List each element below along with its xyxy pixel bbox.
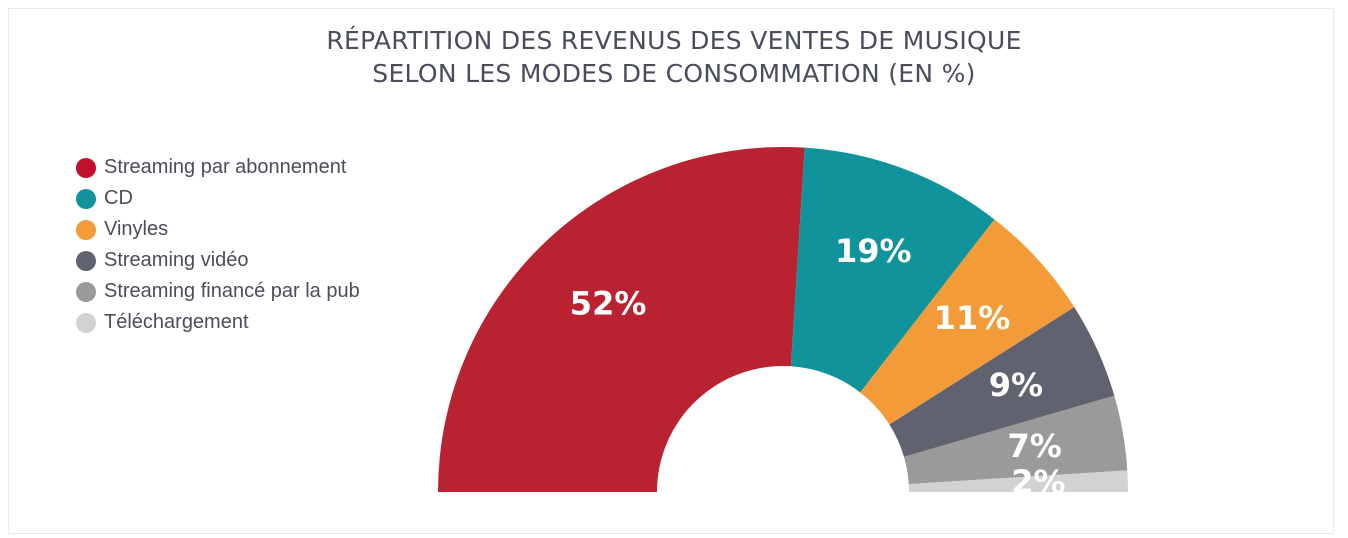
- legend-item-cd: CD: [76, 183, 360, 214]
- legend-item-streaming-abonnement: Streaming par abonnement: [76, 152, 360, 183]
- legend-swatch: [76, 188, 96, 209]
- legend-swatch: [76, 157, 96, 178]
- legend-label: Téléchargement: [104, 311, 249, 333]
- slice-streaming-pub: [903, 395, 1128, 485]
- legend-item-streaming-video: Streaming vidéo: [76, 245, 360, 276]
- legend-item-streaming-pub: Streaming financé par la pub: [76, 276, 360, 307]
- slice-streaming-abonnement: [438, 147, 805, 492]
- legend-swatch: [76, 281, 96, 302]
- legend-label: Streaming financé par la pub: [104, 280, 360, 302]
- legend-label: CD: [104, 187, 133, 209]
- legend-label: Vinyles: [104, 218, 169, 240]
- slice-streaming-video: [889, 307, 1115, 457]
- data-label-streaming-pub: 7%: [1008, 427, 1062, 465]
- chart-title-line-2: SELON LES MODES DE CONSOMMATION (EN %): [372, 59, 976, 88]
- legend-label: Streaming par abonnement: [104, 156, 347, 178]
- data-label-telechargement: 2%: [1011, 463, 1065, 501]
- slice-vinyles: [860, 219, 1075, 425]
- legend-item-vinyles: Vinyles: [76, 214, 360, 245]
- legend-label: Streaming vidéo: [104, 249, 249, 271]
- data-label-streaming-abonnement: 52%: [570, 285, 647, 323]
- legend-swatch: [76, 250, 96, 271]
- data-label-streaming-video: 9%: [989, 366, 1043, 404]
- data-label-cd: 19%: [835, 232, 912, 270]
- data-label-vinyles: 11%: [934, 299, 1011, 337]
- legend-item-telechargement: Téléchargement: [76, 307, 360, 338]
- legend: Streaming par abonnement CD Vinyles Stre…: [76, 152, 360, 338]
- chart-title-line-1: RÉPARTITION DES REVENUS DES VENTES DE MU…: [326, 26, 1022, 55]
- slice-cd: [790, 147, 995, 393]
- chart-title: RÉPARTITION DES REVENUS DES VENTES DE MU…: [0, 24, 1348, 90]
- legend-swatch: [76, 219, 96, 240]
- slice-telechargement: [908, 470, 1128, 492]
- legend-swatch: [76, 312, 96, 333]
